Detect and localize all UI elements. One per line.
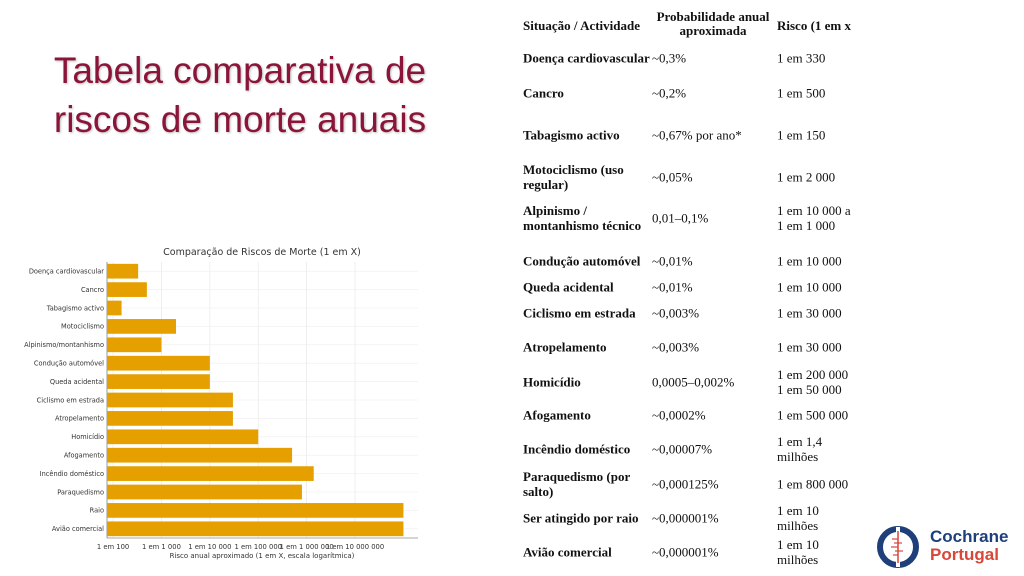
cell-risk: 1 em 1,4 milhões xyxy=(777,434,823,464)
cell-risk: 1 em 10 000 a 1 em 1 000 xyxy=(777,203,851,233)
cochrane-logo-icon xyxy=(877,526,919,568)
bar xyxy=(107,355,210,371)
cell-activity: Avião comercial xyxy=(523,544,612,560)
cell-probability: ~0,00007% xyxy=(652,441,713,457)
bar xyxy=(107,411,233,426)
cell-activity: Homicídio xyxy=(523,374,581,390)
y-tick-label: Queda acidental xyxy=(50,378,104,386)
cell-activity: Ser atingido por raio xyxy=(523,510,639,526)
cell-activity: Paraquedismo (por salto) xyxy=(523,469,631,499)
risk-bar-chart: Comparação de Riscos de Morte (1 em X) D… xyxy=(24,247,418,560)
x-axis-label: Risco anual aproximado (1 em X, escala l… xyxy=(170,552,355,560)
bar xyxy=(107,429,259,445)
cell-probability: ~0,01% xyxy=(652,279,693,295)
x-tick-label: 1 em 10 000 xyxy=(188,543,231,551)
bar xyxy=(107,300,122,316)
cell-risk: 1 em 10 milhões xyxy=(777,537,819,567)
y-tick-label: Atropelamento xyxy=(55,415,104,423)
cell-activity: Afogamento xyxy=(523,407,591,423)
cell-probability: ~0,2% xyxy=(652,85,687,101)
cell-activity: Queda acidental xyxy=(523,279,614,295)
bar xyxy=(107,374,210,389)
cell-risk: 1 em 500 000 xyxy=(777,407,849,423)
cell-probability: ~0,000125% xyxy=(652,476,719,492)
cell-risk: 1 em 200 000 1 em 50 000 xyxy=(777,367,849,397)
chart-title: Comparação de Riscos de Morte (1 em X) xyxy=(163,247,361,258)
cell-activity: Atropelamento xyxy=(523,339,607,355)
cell-risk: 1 em 10 milhões xyxy=(777,503,819,533)
cell-risk: 1 em 30 000 xyxy=(777,305,842,321)
cell-probability: ~0,67% por ano* xyxy=(652,127,742,143)
y-tick-label: Paraquedismo xyxy=(57,488,104,496)
cell-probability: ~0,01% xyxy=(652,253,693,269)
cell-probability: 0,01–0,1% xyxy=(652,210,709,226)
cell-activity: Incêndio doméstico xyxy=(523,441,631,457)
cell-activity: Condução automóvel xyxy=(523,253,641,269)
cell-probability: ~0,003% xyxy=(652,339,700,355)
bar xyxy=(107,337,162,353)
bar xyxy=(107,466,314,481)
cell-activity: Tabagismo activo xyxy=(523,127,620,143)
cell-activity: Motociclismo (uso regular) xyxy=(523,162,624,192)
y-tick-label: Ciclismo em estrada xyxy=(37,396,104,404)
logo-line2: Portugal xyxy=(930,545,999,564)
cell-activity: Doença cardiovascular xyxy=(523,50,650,66)
cell-activity: Cancro xyxy=(523,85,564,101)
cell-probability: ~0,000001% xyxy=(652,544,719,560)
cell-risk: 1 em 330 xyxy=(777,50,826,66)
y-tick-label: Incêndio doméstico xyxy=(40,470,104,478)
x-tick-label: 1 em 100 xyxy=(97,543,129,551)
cell-probability: ~0,05% xyxy=(652,169,693,185)
cell-probability: ~0,3% xyxy=(652,50,687,66)
cell-risk: 1 em 500 xyxy=(777,85,826,101)
slide-title: Tabela comparativa de riscos de morte an… xyxy=(53,50,427,140)
y-tick-label: Homicídio xyxy=(71,433,104,441)
bar xyxy=(107,282,147,297)
y-tick-label: Avião comercial xyxy=(52,525,104,533)
bar xyxy=(107,319,177,334)
y-tick-label: Condução automóvel xyxy=(34,360,104,368)
y-tick-label: Raio xyxy=(90,507,104,515)
cell-activity: Alpinismo / montanhismo técnico xyxy=(523,203,642,233)
y-tick-label: Motociclismo xyxy=(61,323,104,331)
cell-probability: ~0,000001% xyxy=(652,510,719,526)
cell-risk: 1 em 800 000 xyxy=(777,476,849,492)
x-tick-label: 1 em 1 000 xyxy=(142,543,181,551)
header-risk: Risco (1 em x xyxy=(777,19,852,33)
cell-risk: 1 em 2 000 xyxy=(777,169,836,185)
y-tick-label: Cancro xyxy=(81,286,104,294)
x-tick-label: 1 em 1 000 000 xyxy=(280,543,334,551)
bar xyxy=(107,392,233,408)
cell-risk: 1 em 10 000 xyxy=(777,253,842,269)
x-tick-label: 1 em 100 000 xyxy=(234,543,282,551)
cell-activity: Ciclismo em estrada xyxy=(523,305,636,321)
cell-probability: 0,0005–0,002% xyxy=(652,374,735,390)
header-activity: Situação / Actividade xyxy=(523,18,641,33)
y-tick-label: Tabagismo activo xyxy=(46,304,104,312)
bar xyxy=(107,521,404,537)
header-probability: Probabilidade anual aproximada xyxy=(656,9,770,38)
cochrane-portugal-logo: Cochrane Portugal xyxy=(876,525,1024,569)
bar xyxy=(107,503,404,518)
y-tick-label: Alpinismo/montanhismo xyxy=(24,341,104,349)
bar xyxy=(107,447,293,463)
bar xyxy=(107,484,302,500)
y-tick-label: Doença cardiovascular xyxy=(29,268,104,276)
x-tick-label: 1 em 10 000 000 xyxy=(326,543,384,551)
y-tick-label: Afogamento xyxy=(64,452,104,460)
cell-probability: ~0,003% xyxy=(652,305,700,321)
cell-risk: 1 em 30 000 xyxy=(777,339,842,355)
bar xyxy=(107,263,139,279)
logo-line1: Cochrane xyxy=(930,527,1009,546)
cell-risk: 1 em 10 000 xyxy=(777,279,842,295)
cell-risk: 1 em 150 xyxy=(777,127,826,143)
cell-probability: ~0,0002% xyxy=(652,407,706,423)
